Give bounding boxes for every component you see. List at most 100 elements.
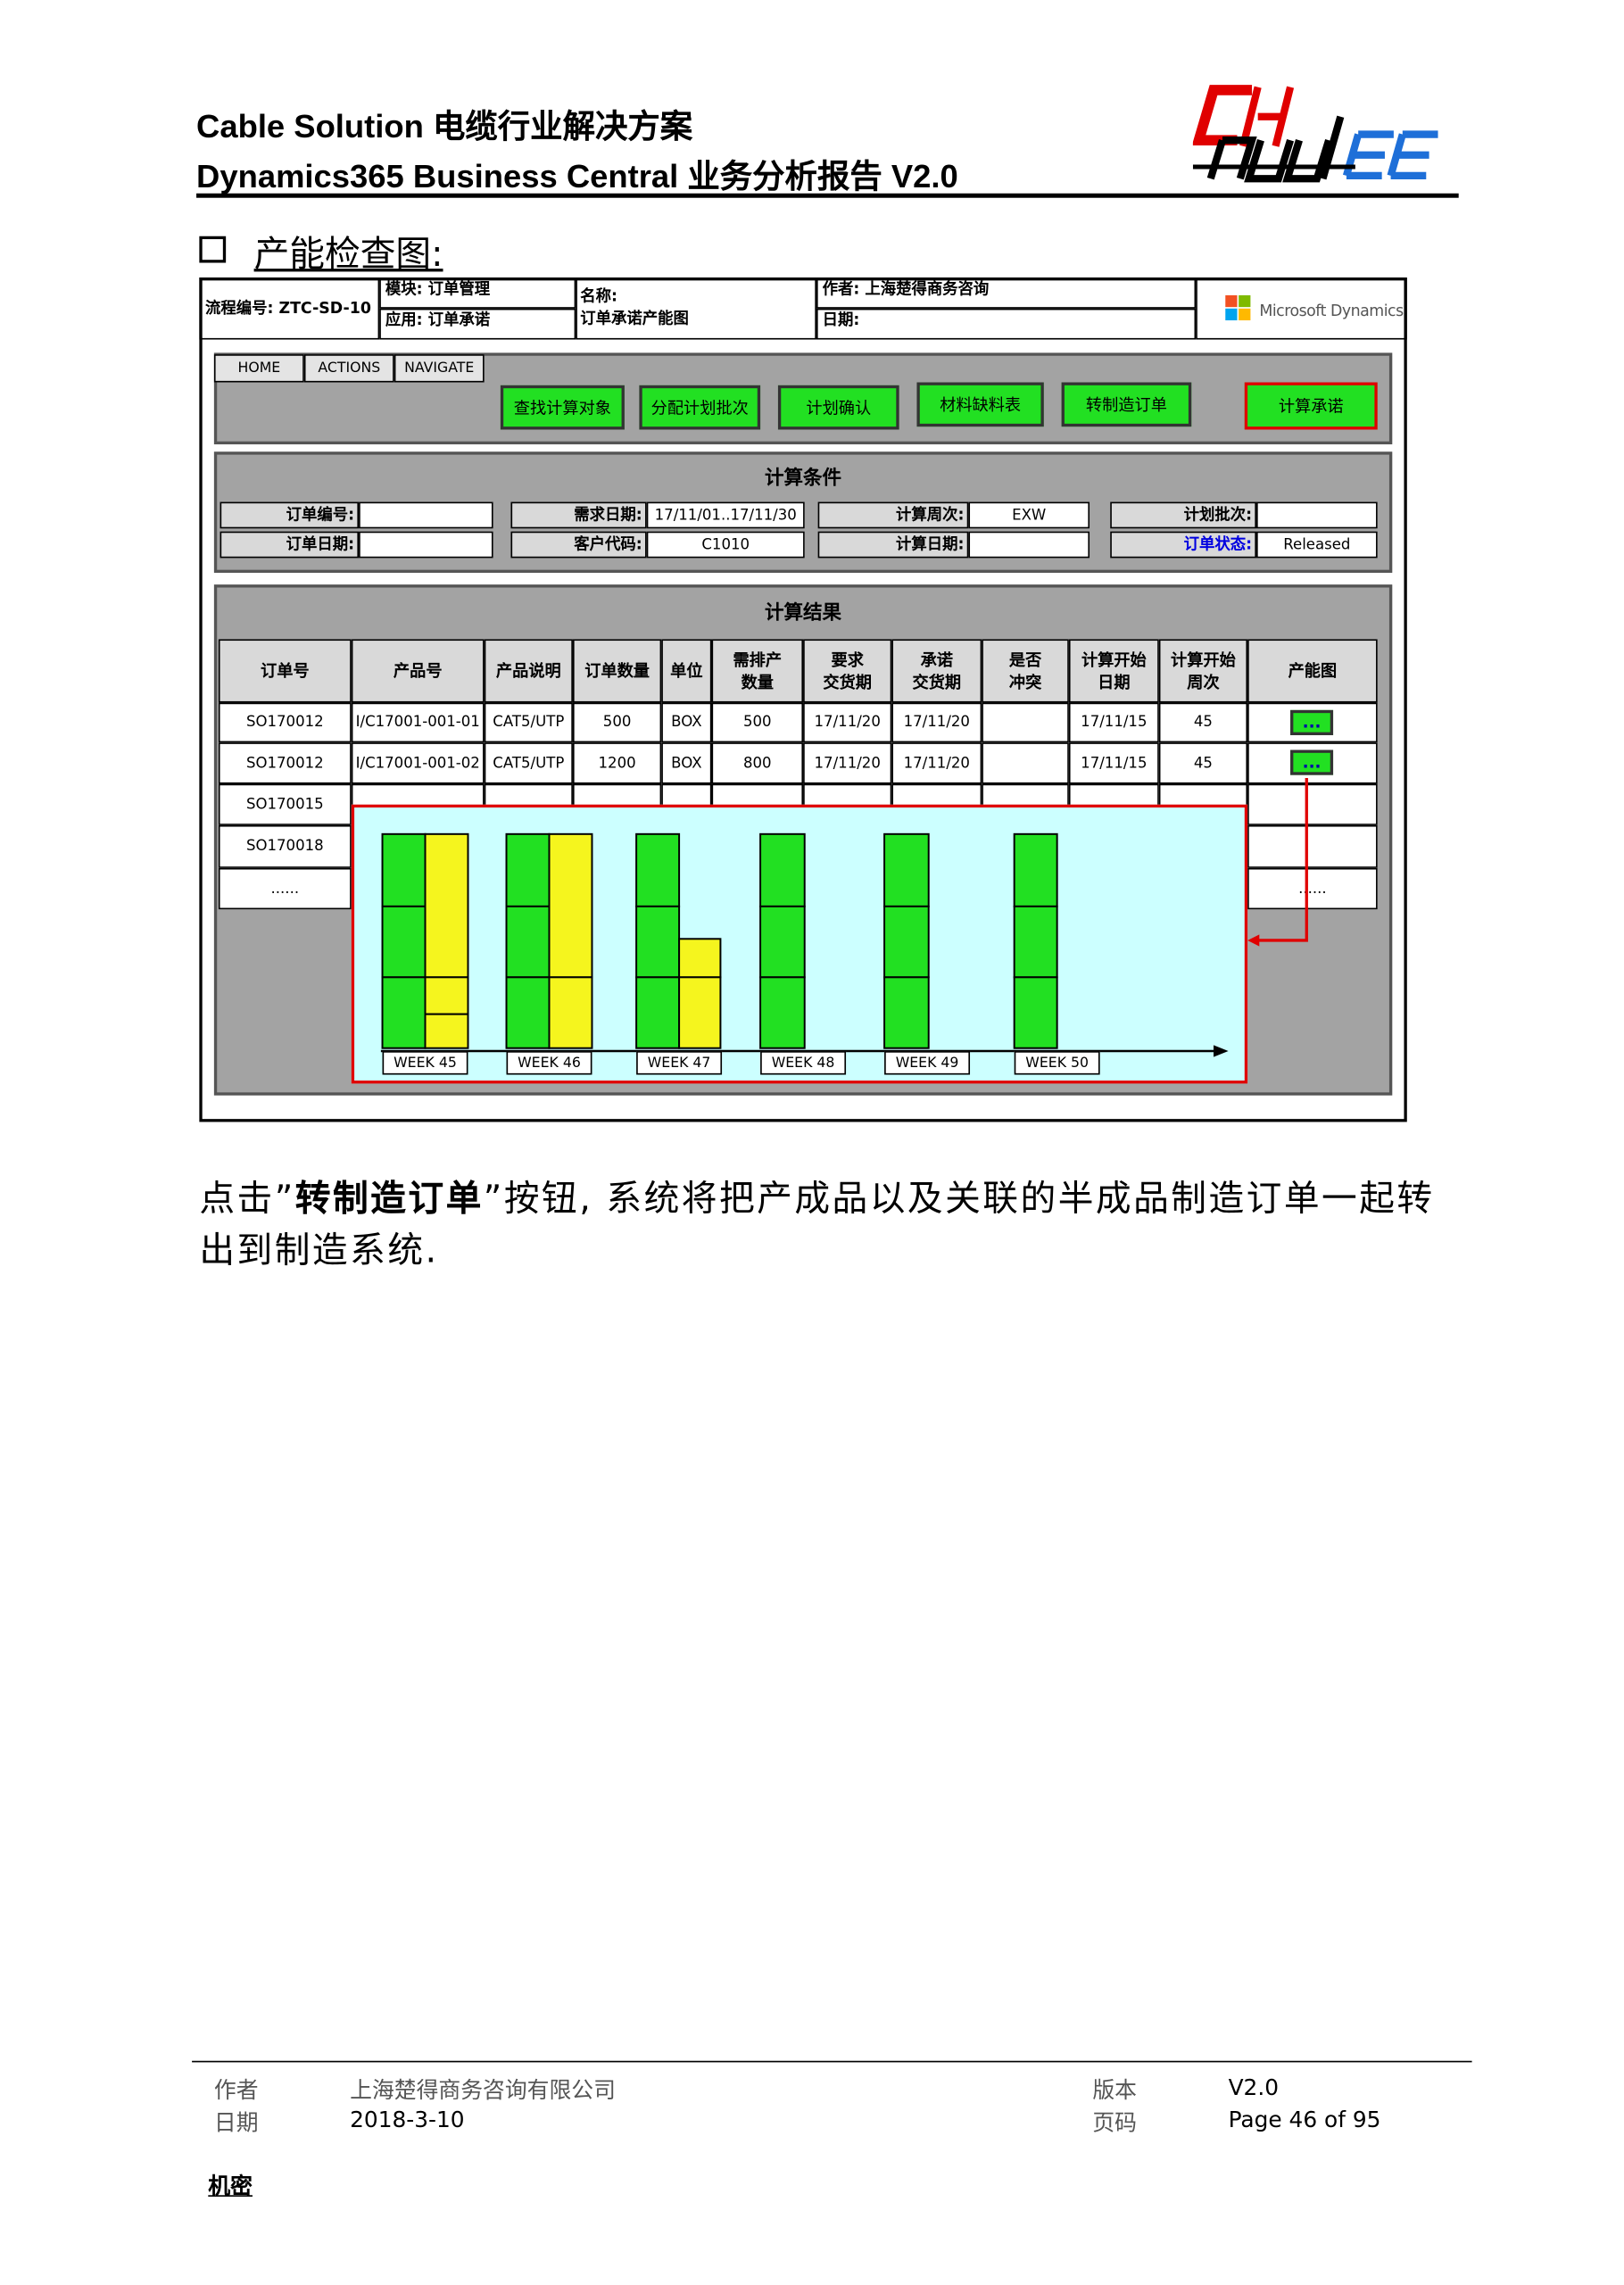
header-rule xyxy=(196,193,1459,198)
table-cell: 17/11/20 xyxy=(891,742,982,784)
table-cell: ...... xyxy=(1247,867,1378,910)
info-text: 订单承诺产能图 xyxy=(580,310,689,328)
paragraph: 点击”转制造订单”按钮, 系统将把产成品以及关联的半成品制造订单一起转出到制造系… xyxy=(199,1173,1471,1277)
table-cell xyxy=(982,702,1069,743)
info-cell xyxy=(1196,277,1407,340)
paragraph-bold: 转制造订单 xyxy=(294,1178,484,1220)
section-title: 产能检查图: xyxy=(253,233,443,275)
footer-value: 2018-3-10 xyxy=(350,2107,465,2133)
table-header: 订单号 xyxy=(218,639,352,703)
field-value: 17/11/01..17/11/30 xyxy=(646,501,805,529)
footer-rule xyxy=(192,2060,1472,2063)
field-label: 订单日期: xyxy=(220,531,360,559)
table-header: 要求 交货期 xyxy=(803,639,892,703)
table-header: 订单数量 xyxy=(572,639,662,703)
field-label: 计划批次: xyxy=(1110,501,1257,529)
ms-logo-square xyxy=(1225,308,1238,321)
checkbox-bullet xyxy=(199,236,227,263)
footer-value: 上海楚得商务咨询有限公司 xyxy=(350,2076,616,2104)
table-cell: SO170018 xyxy=(218,824,352,868)
action-button[interactable]: 转制造订单 xyxy=(1061,382,1192,427)
table-header: 产能图 xyxy=(1247,639,1378,703)
table-cell xyxy=(1247,824,1378,868)
action-button[interactable]: 计划确认 xyxy=(777,385,899,430)
ms-logo-text: Microsoft Dynamics xyxy=(1259,302,1404,321)
field-value: C1010 xyxy=(646,531,805,559)
field-value xyxy=(1256,501,1378,529)
table-cell: CAT5/UTP xyxy=(484,742,573,784)
paragraph-text: ”按钮, 系统将把产成品以及关联的半成品制造订单一起转出到制造系统. xyxy=(199,1178,1435,1271)
table-cell: 1200 xyxy=(572,742,662,784)
table-cell: 17/11/20 xyxy=(803,702,892,743)
footer-label: 作者 xyxy=(213,2076,259,2104)
action-button[interactable]: 查找计算对象 xyxy=(500,385,625,430)
footer-label: 版本 xyxy=(1092,2076,1138,2104)
table-cell: 500 xyxy=(572,702,662,743)
info-cell: 应用: 订单承诺 xyxy=(379,308,576,340)
capacity-popup xyxy=(351,804,1248,1084)
tab[interactable]: NAVIGATE xyxy=(394,354,485,383)
info-cell xyxy=(576,277,816,340)
table-cell: SO170015 xyxy=(218,783,352,825)
table-cell: 45 xyxy=(1158,742,1248,784)
table-cell: I/C17001-001-01 xyxy=(351,702,485,743)
panel-title: 计算结果 xyxy=(765,601,842,625)
field-label: 客户代码: xyxy=(510,531,647,559)
week-label: WEEK 45 xyxy=(382,1051,468,1075)
table-cell: 17/11/20 xyxy=(891,702,982,743)
table-header: 计算开始 周次 xyxy=(1158,639,1248,703)
table-cell: 17/11/15 xyxy=(1068,702,1159,743)
company-logo xyxy=(1192,85,1438,183)
table-header: 计算开始 日期 xyxy=(1068,639,1159,703)
header-line: Dynamics365 Business Central 业务分析报告 V2.0 xyxy=(196,158,958,195)
table-cell: 17/11/20 xyxy=(803,742,892,784)
table-cell: 500 xyxy=(711,702,804,743)
header-line: Cable Solution 电缆行业解决方案 xyxy=(196,107,693,145)
field-label: 计算日期: xyxy=(817,531,969,559)
tab[interactable]: HOME xyxy=(213,354,304,383)
table-header: 产品号 xyxy=(351,639,485,703)
capacity-button[interactable]: ... xyxy=(1290,709,1334,735)
action-button[interactable]: 分配计划批次 xyxy=(639,385,761,430)
field-value: EXW xyxy=(968,501,1090,529)
table-cell: SO170012 xyxy=(218,742,352,784)
table-cell: BOX xyxy=(661,742,712,784)
field-value xyxy=(359,501,493,529)
table-cell: ...... xyxy=(218,867,352,910)
week-label: WEEK 50 xyxy=(1014,1051,1100,1075)
tab[interactable]: ACTIONS xyxy=(303,354,394,383)
field-value xyxy=(968,531,1090,559)
info-cell: 流程编号: ZTC-SD-10 xyxy=(199,277,380,340)
table-header: 需排产 数量 xyxy=(711,639,804,703)
week-label: WEEK 48 xyxy=(760,1051,847,1075)
confidential: 机密 xyxy=(208,2173,253,2200)
table-cell xyxy=(1247,783,1378,825)
ms-logo-square xyxy=(1225,294,1238,308)
info-cell: 作者: 上海楚得商务咨询 xyxy=(816,277,1197,309)
field-label: 需求日期: xyxy=(510,501,647,529)
table-cell: I/C17001-001-02 xyxy=(351,742,485,784)
table-header: 产品说明 xyxy=(484,639,573,703)
info-cell: 日期: xyxy=(816,308,1197,340)
table-cell: 800 xyxy=(711,742,804,784)
info-cell: 模块: 订单管理 xyxy=(379,277,576,309)
action-button[interactable]: 计算承诺 xyxy=(1244,382,1378,430)
info-text: 名称: xyxy=(580,287,617,306)
week-label: WEEK 49 xyxy=(884,1051,971,1075)
field-label: 订单编号: xyxy=(220,501,360,529)
capacity-button[interactable]: ... xyxy=(1290,749,1334,775)
footer-value: Page 46 of 95 xyxy=(1228,2107,1381,2133)
action-button[interactable]: 材料缺料表 xyxy=(916,382,1044,427)
paragraph-text: 点击” xyxy=(199,1178,295,1220)
table-cell xyxy=(982,742,1069,784)
table-cell: 45 xyxy=(1158,702,1248,743)
table-cell: BOX xyxy=(661,702,712,743)
field-label: 订单状态: xyxy=(1110,531,1257,559)
ms-logo-square xyxy=(1239,308,1251,321)
panel-title: 计算条件 xyxy=(765,467,842,490)
week-label: WEEK 47 xyxy=(636,1051,723,1075)
field-value xyxy=(359,531,493,559)
table-cell xyxy=(1247,742,1378,784)
